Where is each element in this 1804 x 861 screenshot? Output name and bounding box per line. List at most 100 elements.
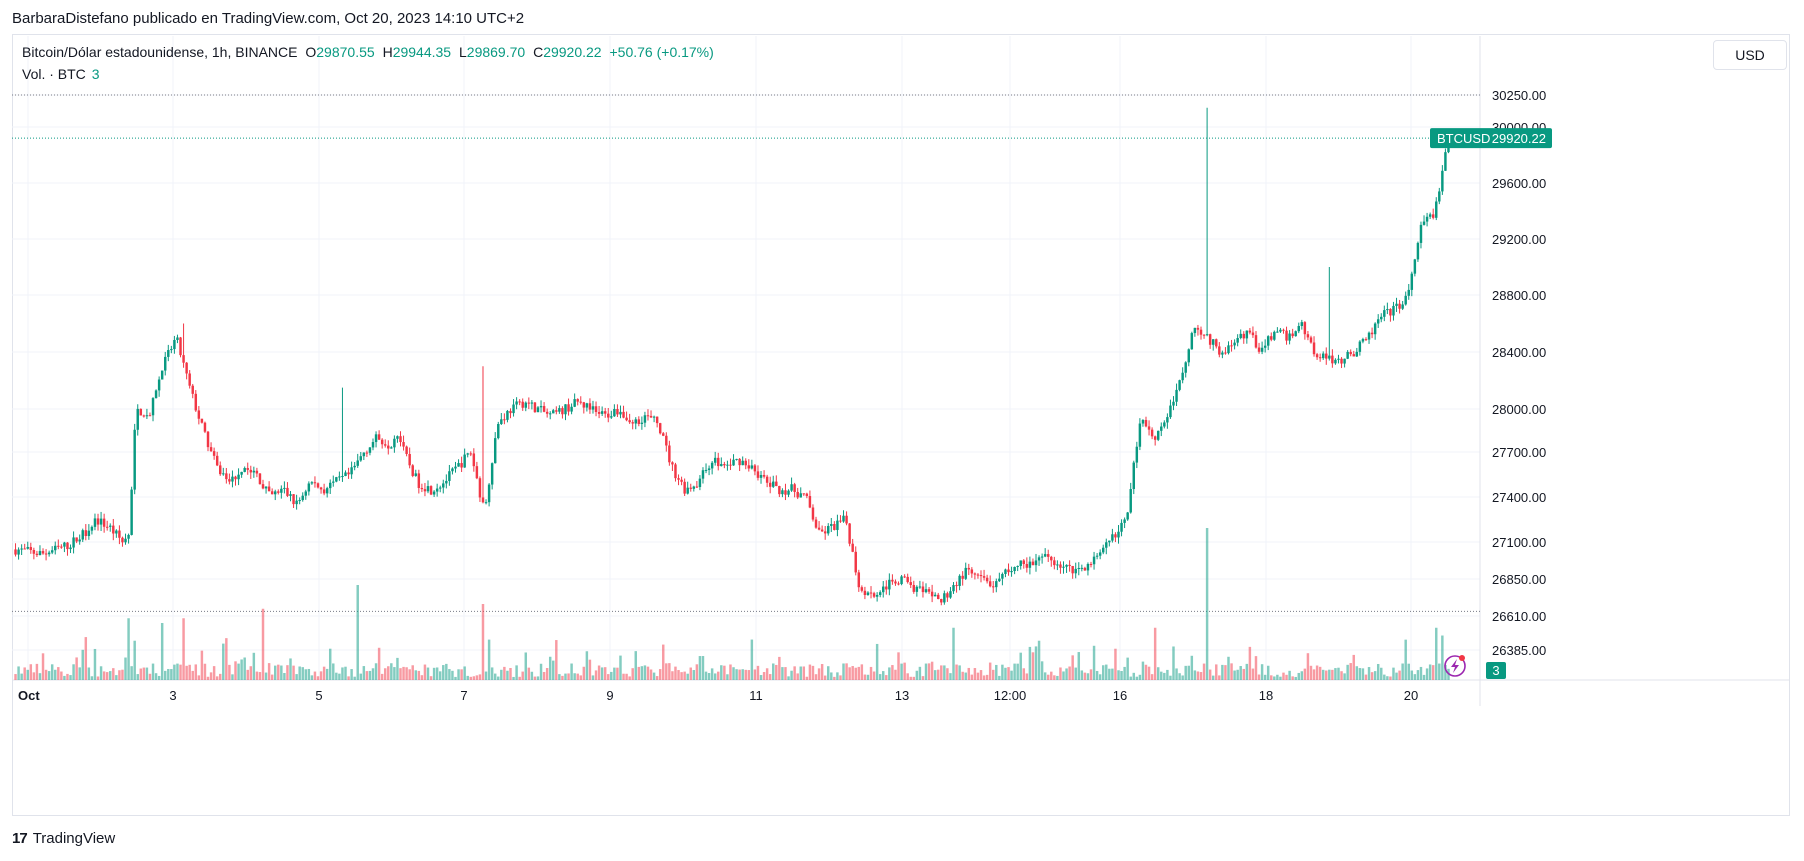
- candle-body: [490, 463, 494, 485]
- volume-bar: [179, 664, 182, 680]
- volume-bar: [277, 664, 280, 680]
- candle-body: [909, 582, 912, 586]
- candle-body: [591, 406, 595, 410]
- volume-bar: [518, 676, 521, 680]
- candle-body: [1205, 334, 1209, 336]
- candle-body: [399, 436, 402, 443]
- volume-bar: [185, 665, 188, 680]
- candle-body: [1160, 426, 1163, 431]
- volume-bar: [35, 663, 39, 680]
- volume-bar: [96, 676, 100, 680]
- volume-bar: [87, 667, 91, 680]
- candle-body: [478, 478, 482, 498]
- candle-body: [903, 576, 906, 578]
- volume-bar: [1251, 668, 1255, 680]
- candle-body: [246, 468, 249, 470]
- volume-bar: [423, 664, 427, 680]
- candle-body: [500, 419, 503, 424]
- volume-bar: [1080, 670, 1084, 680]
- candle-body: [1215, 339, 1218, 347]
- volume-bar: [1071, 655, 1074, 680]
- candle-body: [1300, 322, 1304, 327]
- candle-body: [139, 408, 143, 416]
- candle-body: [191, 385, 194, 394]
- candle-body: [1312, 342, 1316, 355]
- time-tick-label: 16: [1113, 688, 1127, 703]
- volume-bar: [469, 676, 472, 680]
- volume-bar: [946, 668, 949, 680]
- candle-body: [472, 453, 476, 467]
- candle-body: [481, 497, 485, 503]
- volume-bar: [729, 664, 732, 680]
- price-axis[interactable]: 30250.0030000.0029600.0029200.0028800.00…: [1492, 88, 1546, 658]
- volume-bar: [594, 670, 598, 680]
- candle-body: [310, 482, 314, 484]
- candle-body: [833, 524, 836, 530]
- volume-bar: [417, 670, 421, 680]
- candle-body: [130, 489, 133, 535]
- price-tick-label: 27400.00: [1492, 490, 1546, 505]
- volume-bar: [1376, 663, 1380, 680]
- tradingview-footer[interactable]: 17 TradingView: [12, 830, 115, 847]
- volume-bar: [442, 665, 445, 680]
- time-axis[interactable]: Oct 3 5 7 9 11 13 12:00 16 18 20: [18, 688, 1418, 703]
- volume-bar: [1160, 671, 1163, 680]
- candle-body: [411, 465, 414, 476]
- time-tick-label: 13: [895, 688, 909, 703]
- volume-bar: [500, 669, 503, 680]
- volume-bar: [976, 672, 980, 680]
- candle-body: [802, 493, 806, 495]
- volume-bar: [298, 666, 301, 680]
- volume-bar: [1046, 674, 1050, 680]
- volume-bar: [1016, 663, 1019, 680]
- candle-body: [457, 463, 460, 467]
- candle-body: [274, 491, 277, 495]
- volume-bar: [726, 674, 729, 680]
- candle-body: [249, 469, 253, 473]
- volume-bar: [524, 652, 527, 680]
- candle-body: [1218, 346, 1221, 355]
- volume-bar: [1340, 671, 1343, 680]
- candle-body: [1346, 351, 1349, 359]
- volume-bar: [1221, 664, 1224, 680]
- volume-bar: [1306, 653, 1310, 680]
- candle-body: [277, 491, 280, 493]
- candle-body: [1059, 564, 1062, 568]
- candle-body: [793, 484, 796, 492]
- volume-bar: [1367, 667, 1371, 680]
- candle-body: [674, 464, 677, 479]
- volume-bar: [289, 658, 292, 680]
- volume-bar: [747, 670, 751, 680]
- volume-bar: [1410, 670, 1414, 680]
- candle-body: [301, 495, 304, 501]
- currency-button[interactable]: USD: [1713, 40, 1787, 70]
- candle-body: [497, 423, 500, 439]
- symbol-title[interactable]: Bitcoin/Dólar estadounidense, 1h, BINANC…: [22, 44, 298, 60]
- candle-body: [283, 487, 286, 489]
- volume-label[interactable]: Vol. · BTC: [22, 66, 86, 82]
- candle-body: [1230, 345, 1233, 347]
- volume-bar: [842, 663, 845, 680]
- volume-bar: [768, 674, 772, 680]
- volume-bar: [54, 669, 57, 680]
- last-price-value: 29920.22: [1492, 131, 1546, 146]
- chart-frame[interactable]: [12, 34, 1790, 816]
- candle-body: [1279, 329, 1282, 332]
- flash-icon-bolt: [1451, 659, 1459, 673]
- candle-body: [720, 464, 723, 467]
- volume-bar: [625, 673, 628, 680]
- volume-bar: [521, 671, 524, 680]
- volume-bar: [802, 666, 806, 680]
- volume-bar: [512, 676, 515, 680]
- candle-body: [1361, 339, 1365, 342]
- candle-body: [1239, 333, 1242, 338]
- volume-bar: [662, 644, 665, 680]
- candle-body: [738, 458, 741, 466]
- candle-body: [885, 586, 888, 590]
- volume-bar: [1089, 669, 1093, 680]
- volume-bar: [1318, 666, 1322, 680]
- volume-bar: [1007, 667, 1010, 680]
- volume-bar: [1178, 673, 1181, 680]
- volume-bar: [1138, 674, 1142, 680]
